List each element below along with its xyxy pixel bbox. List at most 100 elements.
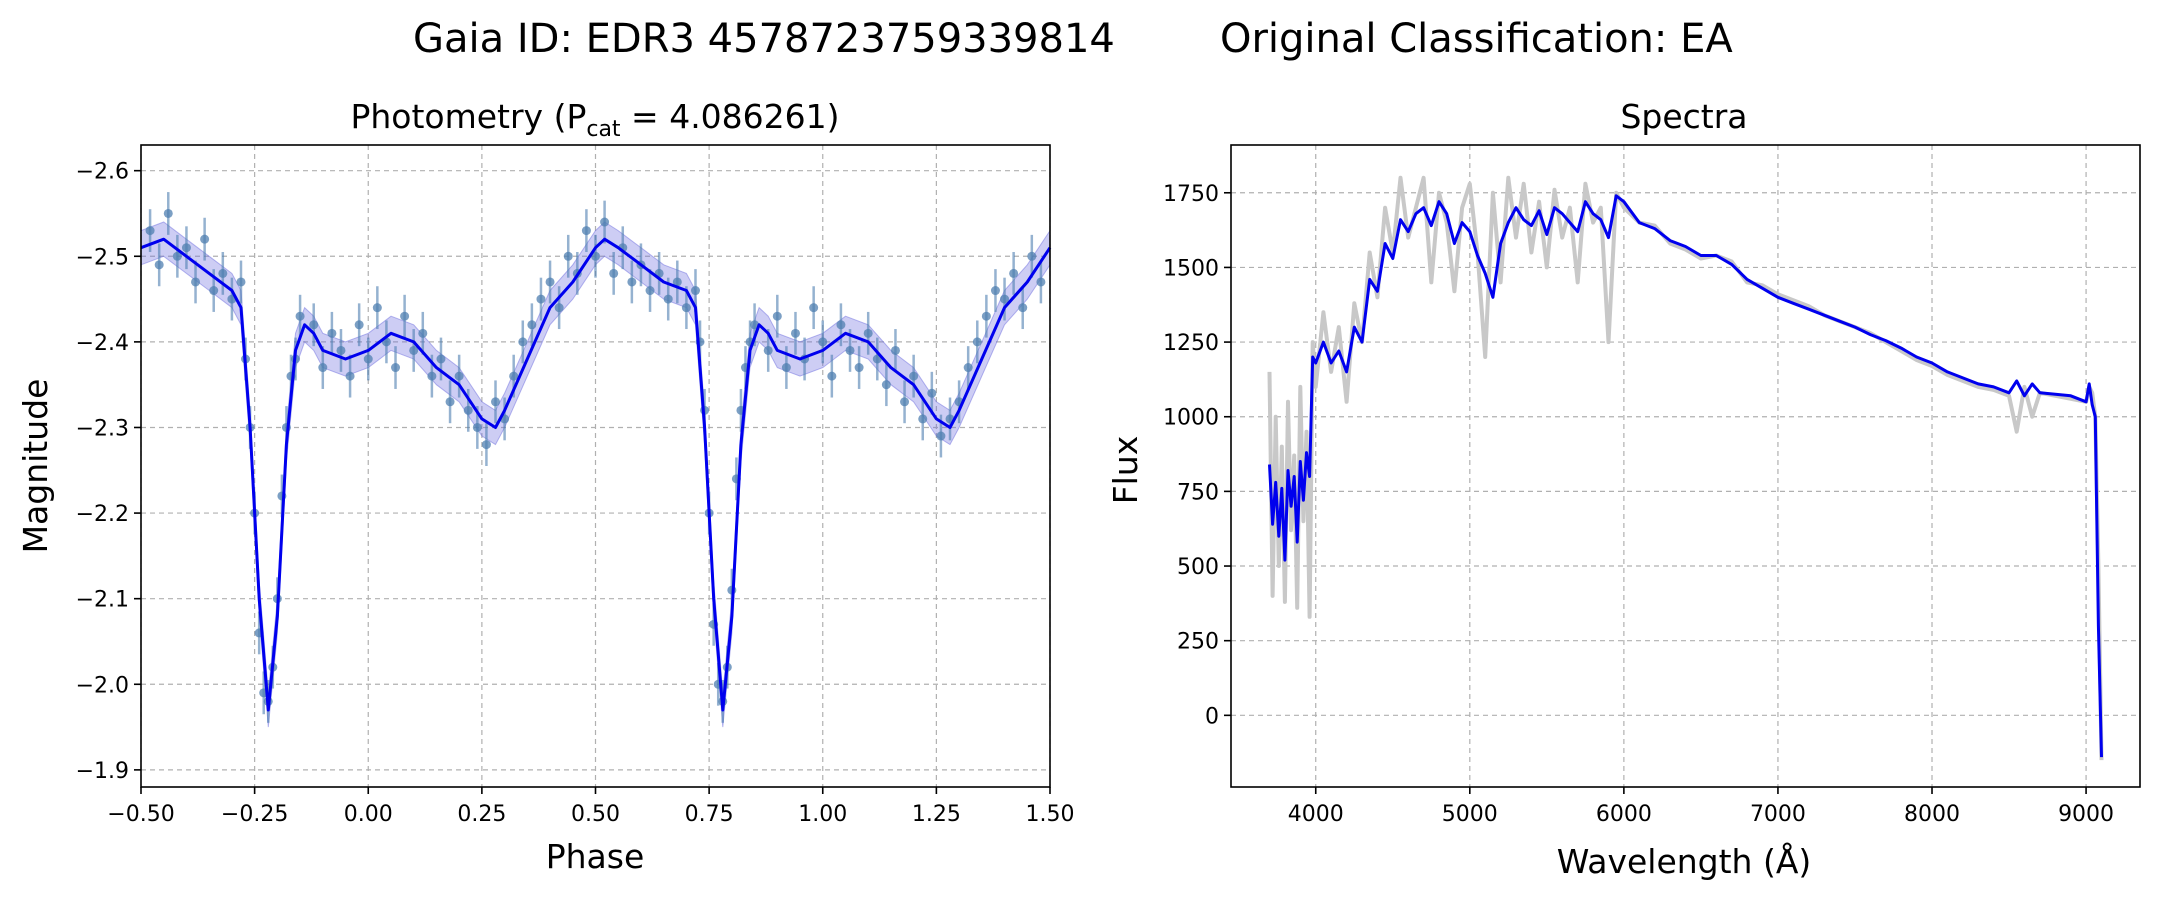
photometry-point (463, 405, 473, 415)
photometry-point (145, 226, 155, 236)
photometry-y-ticks: −2.6 −2.5 −2.4 −2.3 −2.2 −2.1 −2.0 −1.9 (76, 160, 141, 784)
photometry-point (454, 371, 464, 381)
photometry-point (354, 320, 364, 330)
photometry-point (181, 243, 191, 253)
photometry-point (591, 251, 600, 261)
phot-y-tick-label: −2.1 (76, 588, 129, 613)
phot-y-tick-label: −2.6 (76, 160, 129, 185)
photometry-point (881, 380, 891, 390)
photometry-point (554, 303, 564, 313)
photometry-point (681, 303, 691, 313)
photometry-point (191, 277, 201, 287)
spectra-smoothed-path (1268, 194, 2103, 758)
photometry-point (545, 277, 555, 287)
phot-y-tick-label: −2.0 (76, 673, 129, 698)
photometry-y-label: Magnitude (16, 379, 55, 554)
phot-y-tick-label: −2.5 (76, 245, 129, 270)
photometry-point (845, 345, 855, 355)
photometry-x-label: Phase (546, 837, 645, 876)
photometry-point (1000, 294, 1010, 304)
photometry-point (472, 422, 482, 432)
photometry-point (918, 414, 928, 424)
photometry-point (809, 303, 819, 313)
photometry-model-line (140, 237, 1052, 712)
photometry-point (345, 371, 355, 381)
photometry-point (863, 328, 873, 338)
phot-y-tick-label: −2.2 (76, 502, 129, 527)
spectra-raw-path (1267, 175, 2104, 761)
spec-y-tick-label: 500 (1177, 555, 1219, 580)
spec-y-tick-label: 1250 (1163, 331, 1219, 356)
photometry-point (518, 337, 528, 347)
photometry-point (391, 363, 401, 373)
photometry-point (318, 363, 328, 373)
photometry-point (581, 226, 591, 236)
photometry-point (981, 311, 991, 321)
spec-x-tick-label: 7000 (1750, 802, 1806, 827)
photometry-point (509, 371, 519, 381)
figure-title-classification: Original Classification: EA (1220, 16, 1733, 62)
photometry-point (627, 277, 637, 287)
spectra-y-ticks: 0 250 500 750 1000 1250 1500 1750 (1163, 182, 1231, 729)
photometry-point (763, 345, 773, 355)
photometry-point (936, 431, 946, 441)
photometry-x-ticks: −0.50 −0.25 0.00 0.25 0.50 0.75 1.00 1.25 1.50 (107, 787, 1074, 827)
photometry-point (663, 294, 673, 304)
spec-x-tick-label: 9000 (2058, 802, 2114, 827)
photometry-point (900, 397, 910, 407)
phot-x-tick-label: 1.25 (912, 802, 961, 827)
photometry-point (536, 294, 546, 304)
spectra-raw-line (1267, 175, 2104, 761)
photometry-point (909, 371, 919, 381)
photometry-point (818, 337, 828, 347)
photometry-point (990, 286, 1000, 296)
photometry-point (172, 251, 182, 261)
photometry-point (445, 397, 455, 407)
phot-x-tick-label: 0.00 (344, 802, 393, 827)
photometry-point (690, 286, 700, 296)
photometry-point (309, 320, 319, 330)
photometry-point (336, 345, 346, 355)
phot-x-tick-label: 0.25 (457, 802, 506, 827)
spec-y-tick-label: 1000 (1163, 406, 1219, 431)
photometry-point (409, 345, 419, 355)
spectra-grid (1231, 145, 2140, 787)
spectra-axes-frame (1230, 144, 2141, 788)
photometry-point (1009, 268, 1019, 278)
photometry-point (609, 268, 619, 278)
photometry-point (890, 345, 900, 355)
photometry-point (1027, 251, 1037, 261)
photometry-point (236, 277, 246, 287)
phot-y-tick-label: −2.3 (76, 416, 129, 441)
spectra-panel: Spectra 4000 5000 6000 7000 8000 9000 0 250 500… (1106, 97, 2141, 881)
phot-x-tick-label: 1.50 (1026, 802, 1075, 827)
spec-x-tick-label: 4000 (1288, 802, 1344, 827)
photometry-point (527, 320, 537, 330)
spec-x-tick-label: 5000 (1442, 802, 1498, 827)
spec-x-tick-label: 8000 (1904, 802, 1960, 827)
photometry-point (672, 277, 682, 287)
phot-x-tick-label: −0.50 (107, 802, 174, 827)
spec-y-tick-label: 1500 (1163, 256, 1219, 281)
photometry-point (491, 397, 501, 407)
photometry-point (781, 363, 791, 373)
photometry-panel: Photometry (Pcat = 4.086261) −0.50 −0.25 0… (16, 97, 1074, 876)
photometry-model-curve (140, 237, 1052, 712)
photometry-point (363, 354, 373, 364)
photometry-point (400, 311, 410, 321)
spectra-x-label: Wavelength (Å) (1557, 841, 1812, 881)
photometry-point (1036, 277, 1046, 287)
spectra-x-ticks: 4000 5000 6000 7000 8000 9000 (1288, 787, 2114, 827)
photometry-point (327, 328, 337, 338)
photometry-point (418, 328, 428, 338)
spec-x-tick-label: 6000 (1596, 802, 1652, 827)
photometry-point (163, 208, 173, 218)
phot-y-tick-label: −1.9 (76, 759, 129, 784)
photometry-point (154, 260, 164, 270)
spectra-y-label: Flux (1106, 436, 1145, 505)
figure-title-id: Gaia ID: EDR3 4578723759339814 (413, 16, 1115, 62)
spec-y-tick-label: 250 (1177, 630, 1219, 655)
photometry-point (209, 286, 219, 296)
phot-x-tick-label: 1.00 (798, 802, 847, 827)
spectra-title: Spectra (1620, 97, 1747, 136)
